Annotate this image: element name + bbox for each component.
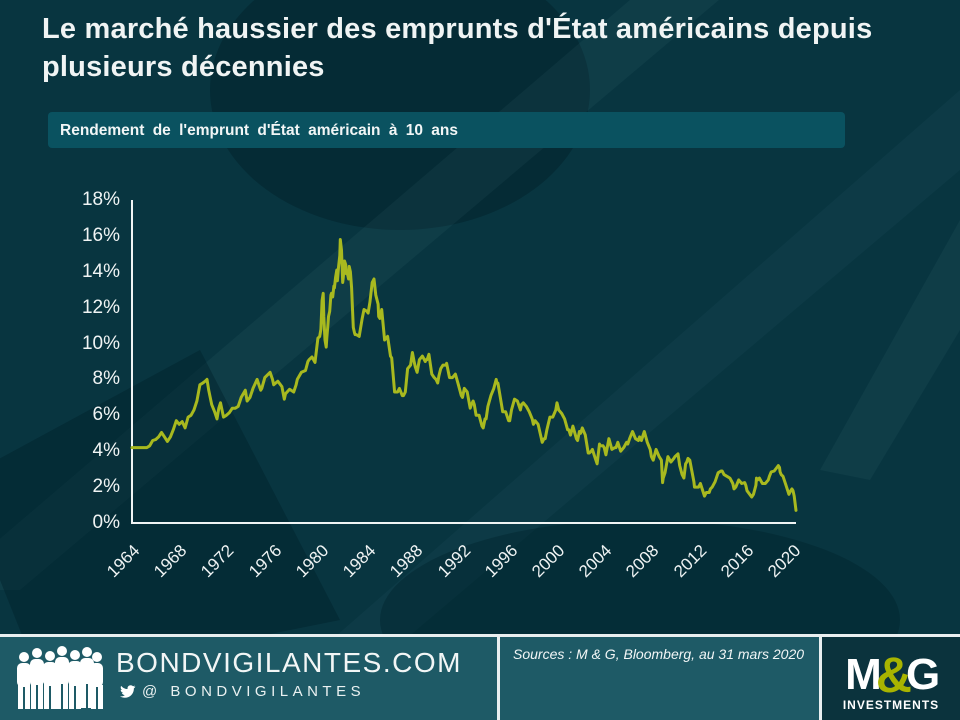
page-title: Le marché haussier des emprunts d'État a… [42,13,873,83]
y-tick-label: 18% [81,189,120,210]
mg-wordmark: M&G [845,646,940,703]
mg-investments-label: INVESTMENTS [842,697,940,712]
chart-subtitle: Rendement de l'emprunt d'État américain … [60,122,459,139]
twitter-handle: @ BONDVIGILANTES [142,683,366,700]
twitter-row: @ BONDVIGILANTES [119,683,365,700]
twitter-icon [120,684,136,698]
footer: BONDVIGILANTES.COM @ BONDVIGILANTES Sour… [0,634,960,720]
sources-note: Sources : M & G, Bloomberg, au 31 mars 2… [513,646,805,662]
site-name: BONDVIGILANTES.COM [116,647,462,678]
y-tick-label: 14% [81,260,120,282]
yield-line-series [130,238,798,512]
footer-divider [819,637,822,720]
mg-logo: M&G INVESTMENTS [842,646,940,712]
mg-logo-panel: M&G INVESTMENTS [822,637,960,720]
y-tick-label: 0% [92,512,120,533]
footer-divider [497,637,500,720]
chart-subtitle-bar: Rendement de l'emprunt d'État américain … [48,112,845,148]
y-tick-label: 4% [92,440,120,462]
y-tick-label: 12% [81,296,120,318]
people-icon [17,646,103,709]
y-tick-label: 16% [81,224,120,246]
y-tick-label: 6% [92,404,120,426]
y-tick-label: 10% [81,332,120,354]
mg-ampersand: & [875,646,912,703]
y-tick-label: 8% [92,368,120,390]
y-tick-label: 2% [92,476,120,498]
